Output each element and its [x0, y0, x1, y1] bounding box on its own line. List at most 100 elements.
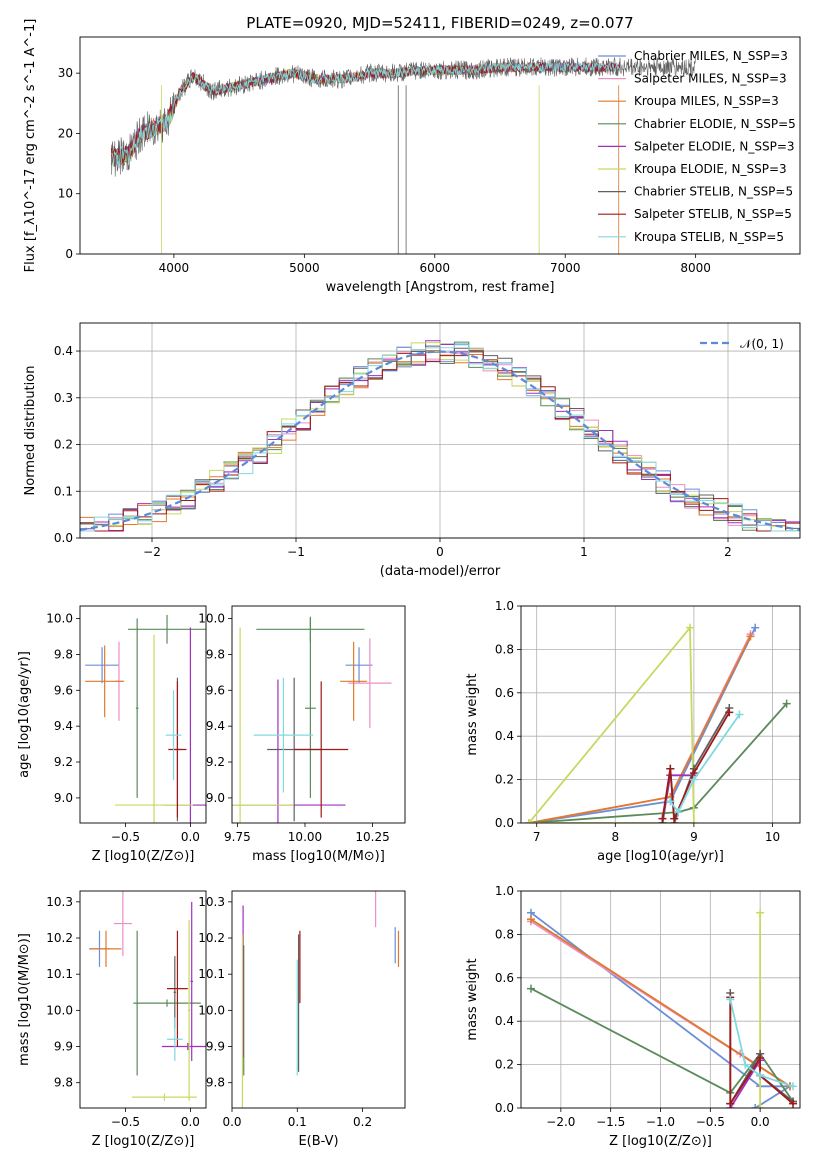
clip-group: [85, 614, 206, 823]
y-tick-label: 0.0: [495, 1101, 514, 1115]
y-axis-label: mass weight: [465, 673, 480, 755]
x-tick-label: 5000: [289, 261, 320, 275]
y-tick-label: 0.4: [495, 1014, 514, 1028]
x-tick-label: 0.0: [751, 1115, 770, 1129]
y-tick-label: 0.8: [495, 927, 514, 941]
legend-label: Salpeter STELIB, N_SSP=5: [634, 207, 792, 221]
weight-line: [530, 918, 791, 1088]
legend-label: 𝒩(0, 1): [740, 337, 784, 351]
legend-label: Salpeter ELODIE, N_SSP=3: [634, 139, 795, 153]
spectrum-line: [111, 61, 621, 167]
y-tick-label: 0.6: [495, 686, 514, 700]
x-axis-label: age [log10(age/yr)]: [597, 849, 724, 864]
y-tick-label: 10.2: [46, 931, 73, 945]
clip-group: [110, 56, 696, 254]
axes-frame: [79, 890, 207, 1109]
y-tick-label: 0.1: [54, 484, 73, 498]
x-tick-label: −0.5: [111, 830, 140, 844]
y-tick-label: 10: [58, 187, 73, 201]
clip-group: [232, 616, 392, 823]
y-tick-label: 0.2: [495, 773, 514, 787]
y-tick-label: 10.1: [198, 967, 225, 981]
axes-frame: [79, 36, 801, 255]
panel-3: −0.5 0.0 9.0 9.2 9.4 9.6 9.8 10.0 Z [log10(Z/Z⊙)…: [17, 605, 207, 864]
x-tick-label: −1.0: [646, 1115, 675, 1129]
y-tick-label: 10.3: [198, 895, 225, 909]
weight-line: [729, 1059, 761, 1108]
legend-label: Chabrier MILES, N_SSP=3: [634, 49, 788, 63]
y-tick-label: 0.8: [495, 642, 514, 656]
x-axis-label: wavelength [Angstrom, rest frame]: [326, 280, 555, 295]
y-tick-label: 0.3: [54, 391, 73, 405]
panel-2: −2 −1 0 1 2 0.0 0.1 0.2 0.3 0.4 (data-model)/error…: [23, 322, 801, 579]
x-axis-label: E(B-V): [298, 1134, 338, 1149]
x-tick-label: 0: [436, 545, 444, 559]
panel-5: 7 8 9 10 0.0 0.2 0.4 0.6 0.8 1.0 age [log10(age/yr…: [465, 599, 801, 864]
legend-label: Kroupa ELODIE, N_SSP=3: [634, 162, 787, 176]
axes-frame: [231, 890, 406, 1109]
weight-line: [528, 703, 788, 823]
y-tick-label: 9.8: [54, 1076, 73, 1090]
y-tick-label: 9.2: [206, 755, 225, 769]
y-tick-label: 0.0: [495, 816, 514, 830]
y-tick-label: 30: [58, 66, 73, 80]
y-tick-label: 20: [58, 126, 73, 140]
y-tick-label: 10.1: [46, 967, 73, 981]
y-axis-label: mass weight: [465, 958, 480, 1040]
x-axis-label: (data-model)/error: [380, 564, 501, 579]
axes-frame: [79, 605, 207, 824]
y-tick-label: 9.8: [54, 647, 73, 661]
x-tick-label: 10.25: [355, 830, 389, 844]
y-axis-label: Normed distribution: [23, 366, 38, 496]
y-tick-label: 1.0: [495, 884, 514, 898]
x-tick-label: 0.0: [222, 1115, 241, 1129]
y-tick-label: 0.6: [495, 971, 514, 985]
y-tick-label: 9.9: [54, 1040, 73, 1054]
histogram-step: [80, 344, 800, 532]
x-tick-label: 9: [690, 830, 698, 844]
x-tick-label: 6000: [420, 261, 451, 275]
x-axis-label: Z [log10(Z/Z⊙)]: [92, 1134, 195, 1149]
y-tick-label: 1.0: [495, 599, 514, 613]
y-tick-label: 0.2: [495, 1058, 514, 1072]
y-tick-label: 9.9: [206, 1040, 225, 1054]
y-tick-label: 9.8: [206, 1076, 225, 1090]
y-axis-label: mass [log10(M/M⊙)]: [17, 933, 32, 1066]
y-tick-label: 0.4: [54, 344, 73, 358]
y-axis-label: age [log10(age/yr)]: [17, 651, 32, 778]
panel-4: 9.75 10.00 10.25 9.0 9.2 9.4 9.6 9.8 10.0 mass [l…: [198, 605, 406, 864]
clip-group: [241, 891, 400, 1108]
axes-frame: [231, 605, 406, 824]
y-tick-label: 9.6: [54, 683, 73, 697]
y-tick-label: 0: [65, 247, 73, 261]
y-tick-label: 9.4: [54, 719, 73, 733]
x-tick-label: 0.1: [288, 1115, 307, 1129]
x-tick-label: 2: [724, 545, 732, 559]
clip-group: [80, 340, 800, 532]
x-axis-label: Z [log10(Z/Z⊙)]: [609, 1134, 712, 1149]
axes-frame: [79, 322, 801, 539]
y-tick-label: 0.2: [54, 438, 73, 452]
weight-line: [729, 999, 794, 1088]
panel-6: −0.5 0.0 9.8 9.9 10.0 10.1 10.2 10.3 Z [log10(Z/…: [17, 890, 207, 1149]
y-tick-label: 10.0: [198, 612, 225, 626]
y-tick-label: 0.0: [54, 531, 73, 545]
x-tick-label: −2: [143, 545, 161, 559]
y-tick-label: 0.4: [495, 729, 514, 743]
y-tick-label: 9.4: [206, 719, 225, 733]
y-tick-label: 9.6: [206, 683, 225, 697]
panel-1: 4000 5000 6000 7000 8000 0 10 20 30 wavelength [A…: [23, 19, 801, 295]
y-tick-label: 10.0: [46, 1003, 73, 1017]
legend-label: Kroupa MILES, N_SSP=3: [634, 94, 779, 108]
x-tick-label: 1: [580, 545, 588, 559]
y-tick-label: 9.0: [206, 791, 225, 805]
axes-frame: [520, 890, 801, 1109]
y-tick-label: 10.3: [46, 895, 73, 909]
x-tick-label: 0.0: [181, 830, 200, 844]
x-tick-label: −0.5: [111, 1115, 140, 1129]
legend-label: Salpeter MILES, N_SSP=3: [634, 72, 787, 86]
clip-group: [526, 908, 798, 1108]
y-tick-label: 9.8: [206, 647, 225, 661]
y-tick-label: 9.0: [54, 791, 73, 805]
